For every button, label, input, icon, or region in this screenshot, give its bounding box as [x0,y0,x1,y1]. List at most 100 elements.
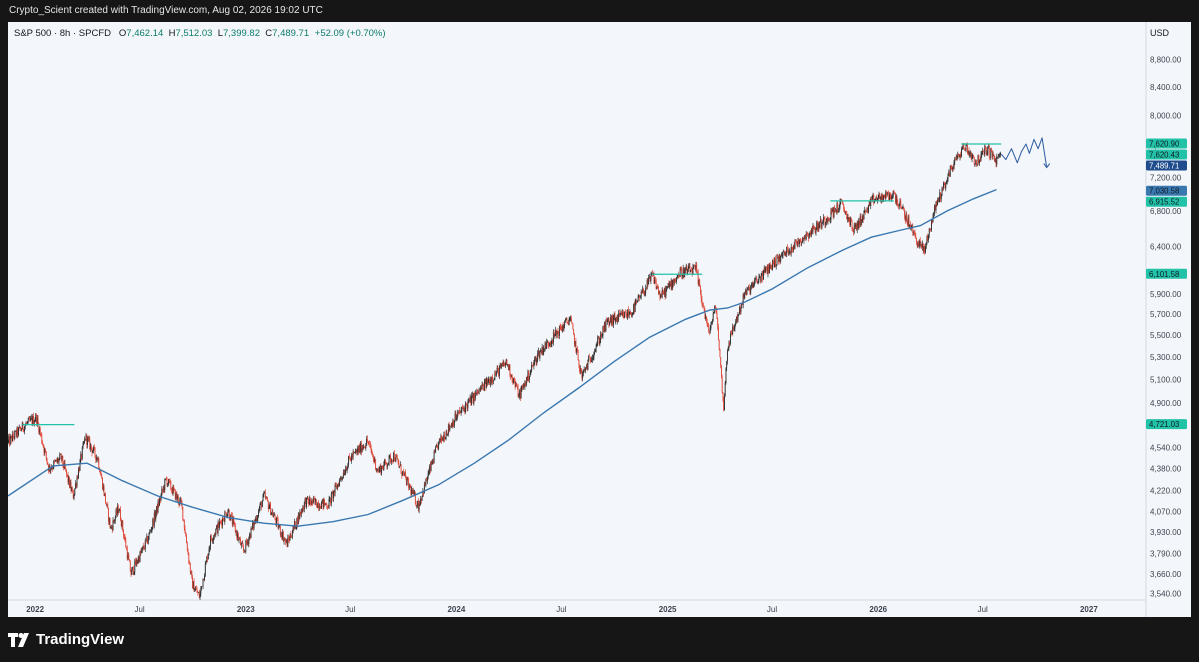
price-tag-bg [1146,419,1187,430]
candle-body-down [778,257,779,262]
price-chart[interactable]: 8,800.008,400.008,000.007,600.007,200.00… [8,22,1191,617]
candle-body-up [161,489,163,495]
candle-body-up [711,319,713,323]
candle-body-up [58,458,60,463]
candle-body-up [594,349,596,352]
currency-label[interactable]: USD [1149,28,1169,38]
candle-body-down [970,152,972,159]
candle-body-up [226,515,228,517]
candle-body-up [646,280,648,289]
candle-body-up [933,212,935,217]
candle-body-up [102,486,104,490]
candle-body-down [588,357,590,358]
candle-body-down [535,357,537,363]
candle-body-down [373,459,375,462]
candle-body-up [55,459,57,462]
candle-body-up [471,394,473,396]
candle-body-down [717,318,719,327]
candle-body-up [633,304,635,313]
candle-body-up [565,318,567,320]
candle-body-down [181,502,183,507]
candle-body-up [885,192,887,199]
candle-body-down [873,195,875,204]
candle-body-down [832,209,834,218]
candle-body-down [188,553,190,563]
candle-body-up [790,246,792,254]
candle-body-down [343,472,345,475]
candle-body-up [441,438,443,441]
candle-body-down [802,237,804,241]
chart-panel[interactable]: 8,800.008,400.008,000.007,600.007,200.00… [8,22,1191,617]
candle-body-down [154,512,156,519]
tradingview-logo[interactable]: TradingView [8,631,124,648]
candle-body-down [641,292,643,293]
candle-body-up [426,478,428,482]
candle-body-up [761,273,763,276]
candle-body-down [906,214,908,222]
candle-body-up [735,316,737,322]
candle-body-down [288,537,290,540]
candle-body-up [238,538,240,540]
candle-body-down [405,477,407,485]
candle-body-up [282,531,284,539]
candle-body-down [913,232,915,233]
candle-body-down [526,377,528,381]
candle-body-down [333,490,335,493]
candle-body-up [919,240,920,247]
candle-body-down [54,461,55,462]
candle-body-up [245,540,247,552]
candle-body-down [186,543,188,551]
candle-body-up [744,292,746,299]
candle-body-up [895,196,897,203]
candle-body-down [714,305,716,309]
candle-body-up [488,379,490,381]
candle-body-up [892,195,893,198]
candle-body-down [359,446,361,452]
candle-body-up [312,498,314,503]
candle-body-up [496,368,498,374]
candle-body-down [894,192,896,195]
candle-body-down [214,534,216,536]
y-tick-label: 6,400.00 [1150,242,1182,251]
candle-body-down [937,200,939,202]
candle-body-down [219,521,221,523]
candle-body-up [817,224,819,230]
candle-body-up [309,498,311,505]
candle-body-up [329,497,331,500]
candle-body-up [328,499,330,509]
candle-body-down [929,228,931,230]
candle-body-down [706,320,708,325]
candle-body-down [465,403,467,405]
candle-body-down [921,244,923,248]
candle-body-down [703,305,705,310]
candle-body-up [687,266,689,270]
candle-body-up [399,464,401,466]
candle-body-up [9,436,11,445]
candle-body-down [40,433,42,435]
candle-body-down [516,386,518,387]
candle-body-up [808,233,810,239]
candle-body-down [107,504,109,509]
candle-body-down [144,548,145,549]
candle-body-up [891,197,893,199]
candle-body-up [522,384,524,388]
candle-body-up [627,309,629,319]
candle-body-down [93,447,95,448]
candle-body-down [851,220,853,229]
y-tick-label: 5,500.00 [1150,331,1182,340]
candle-body-down [462,407,464,410]
candle-body-down [779,254,781,262]
candle-body-up [137,561,139,564]
candle-body-up [324,503,326,505]
symbol-label[interactable]: S&P 500 · 8h · SPCFD [14,28,111,39]
candle-body-down [108,508,109,522]
candle-body-up [676,276,678,279]
candle-body-up [836,203,838,213]
candle-body-up [920,244,922,247]
candle-body-down [915,235,917,239]
candle-body-up [754,279,756,281]
candle-body-up [317,502,319,508]
candle-body-up [648,276,650,278]
candle-body-down [736,316,738,321]
candle-body-up [97,458,99,461]
